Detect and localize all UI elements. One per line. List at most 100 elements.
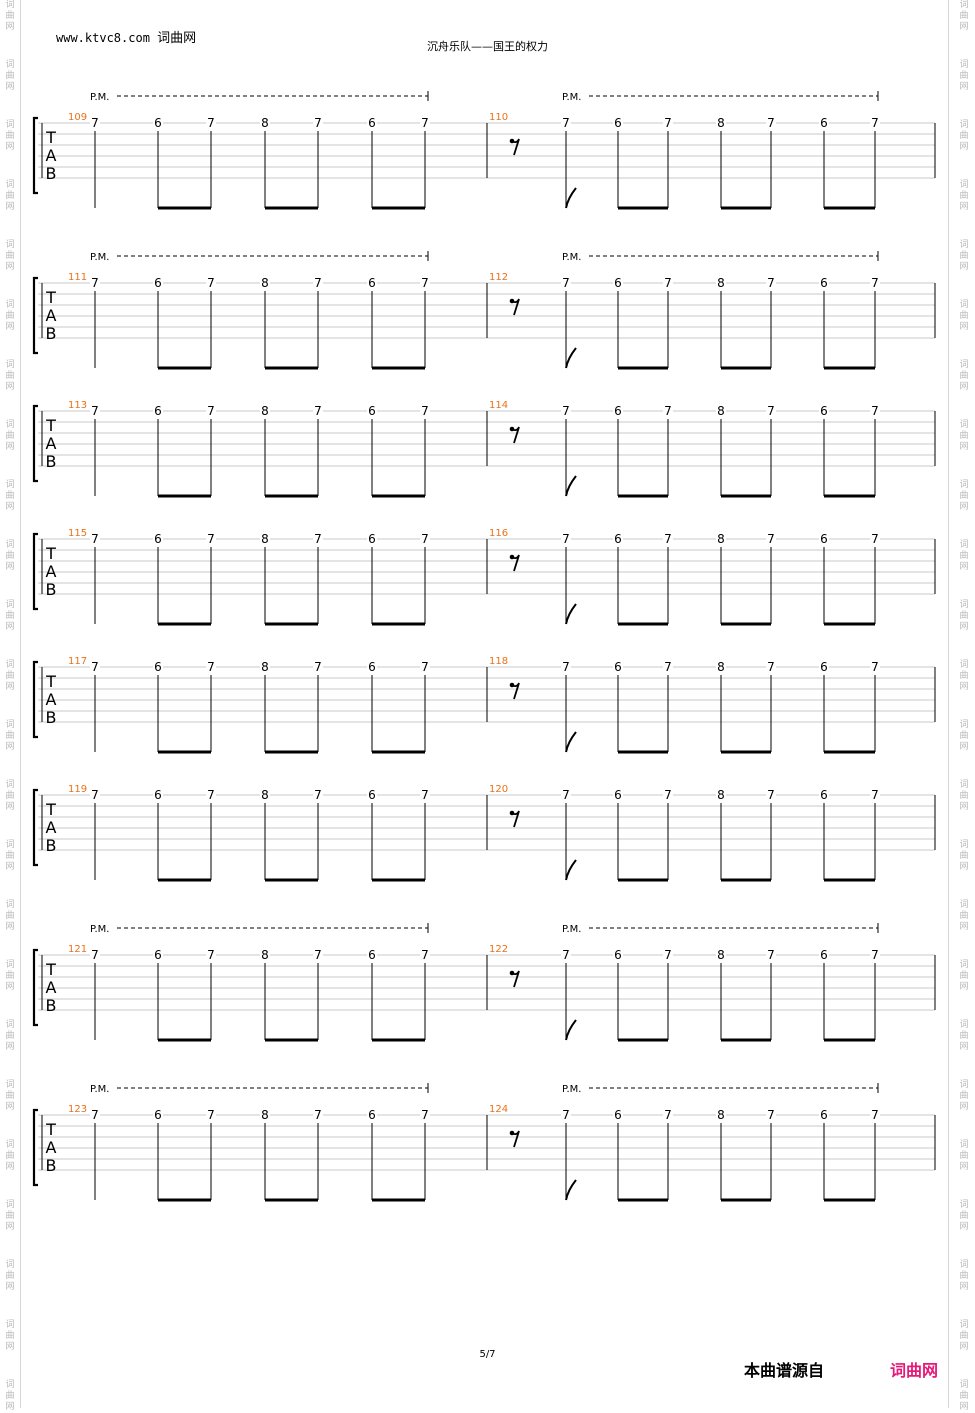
- fret-mask: [561, 1109, 571, 1121]
- watermark-text: 词 曲 网: [5, 240, 15, 272]
- fret-number: 6: [154, 532, 162, 546]
- fret-number: 8: [261, 276, 269, 290]
- fret-number: 8: [717, 276, 725, 290]
- palm-mute-label: P.M.: [90, 1084, 109, 1095]
- palm-mute-label: P.M.: [562, 92, 581, 103]
- tab-clef-letter: T: [45, 960, 56, 979]
- fret-number: 6: [820, 276, 828, 290]
- fret-number: 6: [614, 276, 622, 290]
- fret-mask: [90, 661, 100, 673]
- fret-number: 7: [91, 660, 99, 674]
- watermark-text: 词 曲 网: [959, 240, 969, 272]
- fret-number: 7: [664, 660, 672, 674]
- fret-mask: [819, 789, 829, 801]
- fret-number: 6: [820, 404, 828, 418]
- fret-mask: [420, 533, 430, 545]
- tab-system: TAB 113 114 7 6 7 8 7 6 7 7 6 7 8 7 6 7: [32, 400, 936, 498]
- fret-mask: [870, 117, 880, 129]
- fret-number: 6: [614, 788, 622, 802]
- fret-mask: [613, 117, 623, 129]
- tab-clef-letter: T: [45, 128, 56, 147]
- fret-mask: [420, 117, 430, 129]
- fret-mask: [561, 405, 571, 417]
- measure-number: 119: [68, 784, 87, 795]
- fret-number: 7: [767, 660, 775, 674]
- fret-mask: [663, 533, 673, 545]
- tab-clef-letter: B: [46, 996, 57, 1015]
- fret-mask: [420, 1109, 430, 1121]
- fret-number: 7: [664, 948, 672, 962]
- fret-number: 6: [154, 788, 162, 802]
- fret-mask: [420, 661, 430, 673]
- tab-clef-letter: B: [46, 580, 57, 599]
- note-flag: [565, 187, 577, 209]
- fret-number: 6: [820, 116, 828, 130]
- tab-system: TAB 123 124 P.M. P.M. 7 6 7 8 7 6 7 7 6 7 8 7 6 7: [32, 1083, 936, 1202]
- watermark-text: 词 曲 网: [959, 120, 969, 152]
- tab-clef-letter: A: [46, 690, 57, 709]
- fret-mask: [90, 949, 100, 961]
- palm-mute-label: P.M.: [90, 252, 109, 263]
- fret-mask: [613, 533, 623, 545]
- fret-number: 7: [314, 116, 322, 130]
- fret-mask: [716, 405, 726, 417]
- fret-number: 8: [717, 116, 725, 130]
- fret-mask: [367, 117, 377, 129]
- watermark-text: 词 曲 网: [5, 900, 15, 932]
- tab-clef-letter: A: [46, 978, 57, 997]
- fret-number: 6: [368, 532, 376, 546]
- fret-number: 6: [614, 660, 622, 674]
- watermark-text: 词 曲 网: [959, 1080, 969, 1112]
- eighth-rest-dot: [509, 138, 515, 144]
- fret-number: 7: [314, 1108, 322, 1122]
- fret-mask: [663, 789, 673, 801]
- note-flag: [565, 859, 577, 881]
- fret-mask: [206, 949, 216, 961]
- fret-mask: [561, 277, 571, 289]
- watermark-text: 词 曲 网: [959, 1320, 969, 1352]
- fret-mask: [819, 1109, 829, 1121]
- fret-mask: [313, 533, 323, 545]
- fret-number: 6: [820, 660, 828, 674]
- fret-number: 7: [562, 404, 570, 418]
- fret-number: 8: [261, 532, 269, 546]
- tab-clef-letter: A: [46, 818, 57, 837]
- fret-mask: [367, 789, 377, 801]
- fret-mask: [561, 117, 571, 129]
- watermark-text: 词 曲 网: [5, 420, 15, 452]
- watermark-text: 词 曲 网: [959, 840, 969, 872]
- fret-number: 7: [767, 404, 775, 418]
- fret-mask: [90, 405, 100, 417]
- watermark-text: 词 曲 网: [959, 300, 969, 332]
- fret-mask: [260, 1109, 270, 1121]
- fret-mask: [420, 277, 430, 289]
- watermark-text: 词 曲 网: [5, 300, 15, 332]
- fret-mask: [90, 789, 100, 801]
- fret-mask: [870, 789, 880, 801]
- measure-number: 109: [68, 112, 87, 123]
- fret-number: 7: [562, 116, 570, 130]
- fret-mask: [819, 533, 829, 545]
- fret-number: 7: [207, 948, 215, 962]
- fret-number: 7: [871, 404, 879, 418]
- fret-number: 7: [421, 660, 429, 674]
- tab-clef-letter: A: [46, 1138, 57, 1157]
- watermark-text: 词 曲 网: [959, 0, 969, 32]
- source-brand: 词曲网: [890, 1361, 939, 1380]
- fret-mask: [561, 533, 571, 545]
- fret-mask: [870, 405, 880, 417]
- fret-number: 7: [91, 276, 99, 290]
- fret-number: 7: [871, 660, 879, 674]
- watermark-text: 词 曲 网: [5, 1320, 15, 1352]
- eighth-rest-dot: [509, 970, 515, 976]
- page-number: 5/7: [479, 1349, 496, 1360]
- fret-mask: [561, 789, 571, 801]
- song-title: 沉舟乐队——国王的权力: [427, 40, 548, 53]
- tab-clef-letter: T: [45, 800, 56, 819]
- measure-number: 110: [489, 112, 508, 123]
- fret-number: 6: [368, 404, 376, 418]
- watermark-text: 词 曲 网: [959, 1260, 969, 1292]
- fret-number: 7: [767, 532, 775, 546]
- fret-number: 7: [314, 276, 322, 290]
- fret-mask: [716, 949, 726, 961]
